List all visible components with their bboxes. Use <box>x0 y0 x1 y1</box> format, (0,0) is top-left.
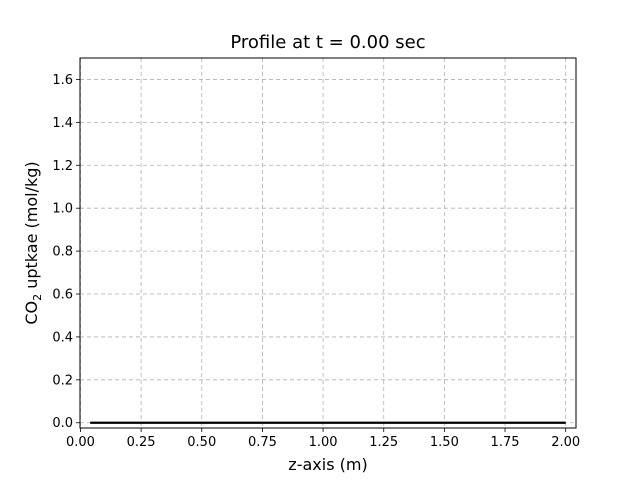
x-tick-label: 0.00 <box>66 435 95 450</box>
chart-title: Profile at t = 0.00 sec <box>230 32 425 53</box>
x-tick-label: 1.50 <box>430 435 459 450</box>
y-tick-label: 0.6 <box>52 288 73 303</box>
x-tick-label: 0.75 <box>248 435 277 450</box>
x-tick-label: 1.25 <box>369 435 398 450</box>
x-tick-label: 1.75 <box>491 435 520 450</box>
y-axis-label-main: CO <box>22 301 41 325</box>
y-tick-label: 0.2 <box>52 373 73 388</box>
ticks: 0.00 0.25 0.50 0.75 1.00 1.25 1.50 1.75 2.00 0.0 0… <box>52 73 580 450</box>
y-tick-label: 0.0 <box>52 416 73 431</box>
x-tick-label: 2.00 <box>551 435 580 450</box>
x-axis-label: z-axis (m) <box>288 455 367 474</box>
y-tick-label: 1.2 <box>52 159 73 174</box>
y-axis-label-rest: uptkae (mol/kg) <box>22 161 41 294</box>
y-tick-label: 1.6 <box>52 73 73 88</box>
x-tick-label: 0.25 <box>127 435 156 450</box>
y-tick-label: 1.0 <box>52 202 73 217</box>
y-tick-label: 0.4 <box>52 330 73 345</box>
x-tick-label: 0.50 <box>187 435 216 450</box>
plot-frame <box>79 57 577 429</box>
y-tick-label: 0.8 <box>52 245 73 260</box>
y-axis-label: CO2 uptkae (mol/kg) <box>22 161 44 324</box>
y-tick-label: 1.4 <box>52 116 73 131</box>
x-tick-label: 1.00 <box>309 435 338 450</box>
y-axis-label-subscript: 2 <box>31 294 44 301</box>
